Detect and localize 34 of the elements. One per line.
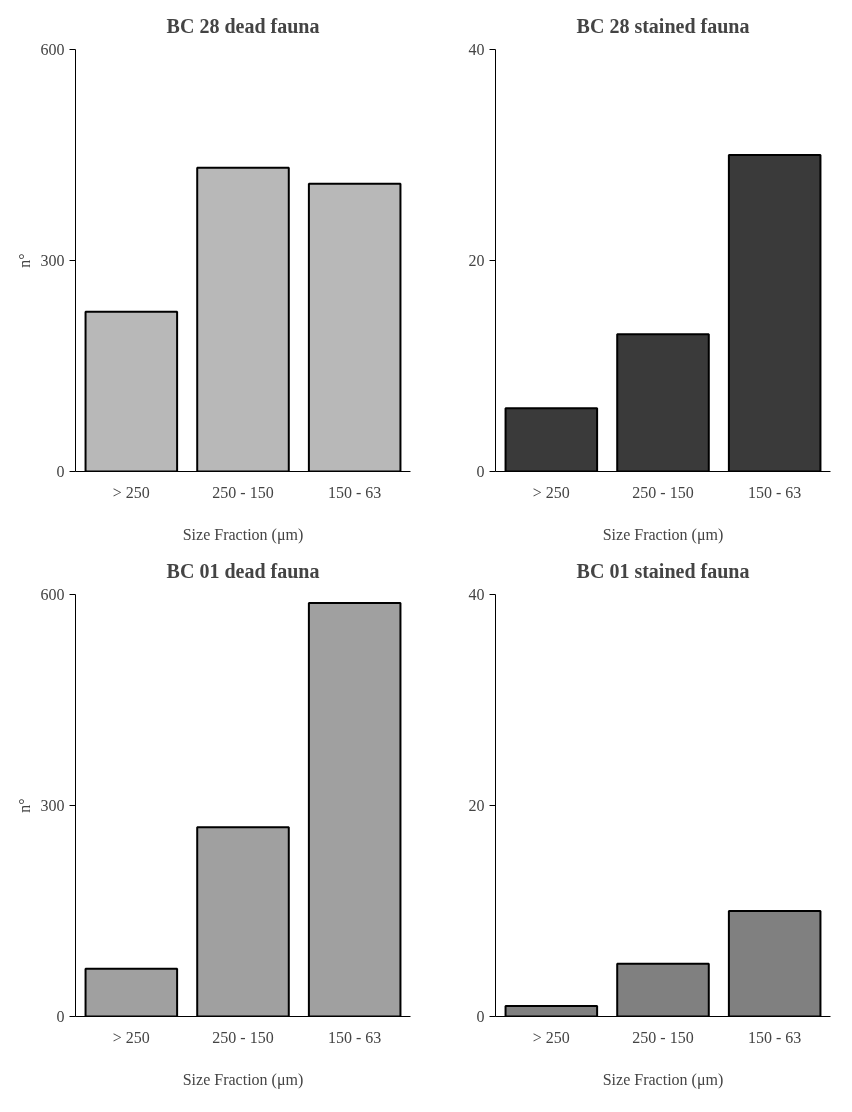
x-tick-label: 250 - 150	[632, 1028, 694, 1046]
y-tick-label: 0	[56, 1008, 65, 1025]
y-tick-label: 0	[476, 463, 485, 480]
chart-title: BC 01 dead fauna	[166, 560, 320, 582]
chart-title: BC 28 stained fauna	[576, 15, 750, 37]
x-axis-title: Size Fraction (μm)	[602, 525, 724, 544]
x-tick-label: 150 - 63	[328, 483, 382, 501]
y-tick-label: 0	[56, 463, 65, 480]
x-tick-label: 250 - 150	[212, 1028, 274, 1046]
x-tick-label: 250 - 150	[632, 483, 694, 501]
y-tick-label: 20	[468, 797, 485, 814]
chart-title: BC 01 stained fauna	[576, 560, 750, 582]
y-tick-label: 40	[468, 41, 485, 58]
x-tick-label: 150 - 63	[748, 483, 802, 501]
chart-title: BC 28 dead fauna	[166, 15, 320, 37]
x-tick-label: 250 - 150	[212, 483, 274, 501]
x-tick-label: 150 - 63	[748, 1028, 802, 1046]
y-tick-label: 600	[40, 41, 65, 58]
x-axis-title: Size Fraction (μm)	[182, 1070, 304, 1089]
x-tick-label: > 250	[532, 483, 570, 501]
x-axis-title: Size Fraction (μm)	[182, 525, 304, 544]
x-tick-label: > 250	[112, 1028, 150, 1046]
y-tick-label: 300	[40, 797, 65, 814]
y-axis-title: n°	[15, 253, 33, 268]
y-tick-label: 20	[468, 252, 485, 269]
y-axis-title: n°	[15, 798, 33, 813]
y-tick-label: 300	[40, 252, 65, 269]
y-tick-label: 40	[468, 586, 485, 603]
x-tick-label: 150 - 63	[328, 1028, 382, 1046]
y-tick-label: 0	[476, 1008, 485, 1025]
x-tick-label: > 250	[112, 483, 150, 501]
y-tick-label: 600	[40, 586, 65, 603]
x-axis-title: Size Fraction (μm)	[602, 1070, 724, 1089]
x-tick-label: > 250	[532, 1028, 570, 1046]
